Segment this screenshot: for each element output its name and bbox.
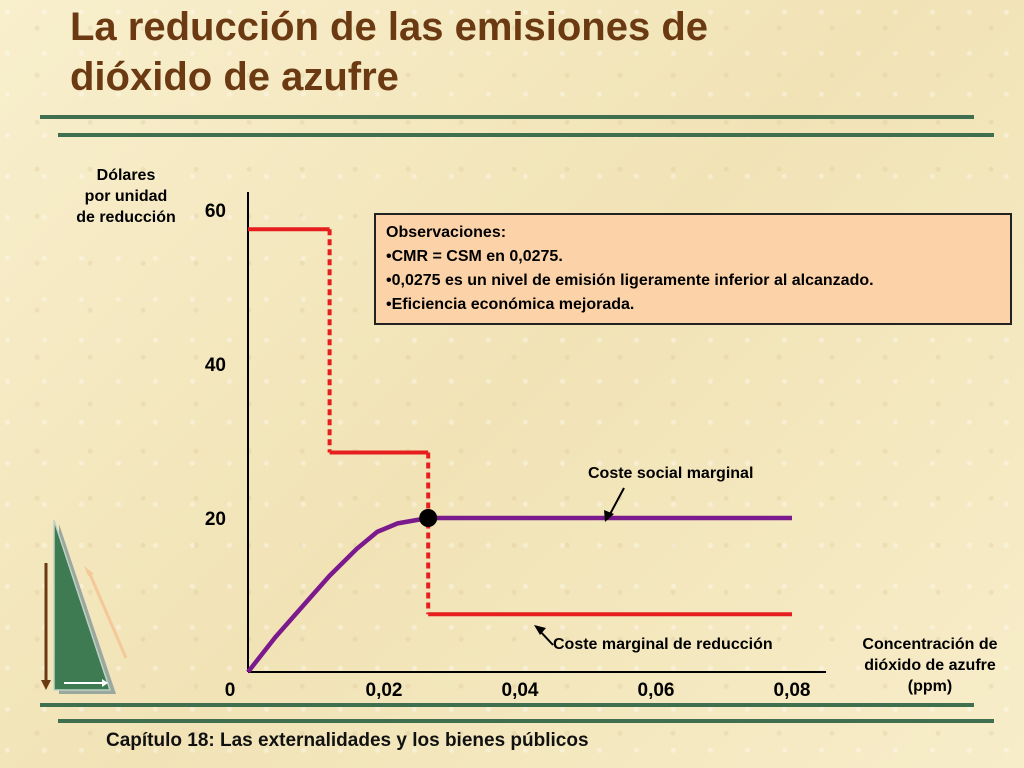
slide-title: La reducción de las emisiones de dióxido… <box>70 2 970 102</box>
y-tick-label: 20 <box>205 509 226 530</box>
y-tick-label: 40 <box>205 355 226 376</box>
observation-item: •0,0275 es un nivel de emisión ligeramen… <box>386 272 874 289</box>
x-tick-label: 0,04 <box>502 680 539 701</box>
x-label-line-2: dióxido de azufre <box>864 657 996 674</box>
x-label-line-1: Concentración de <box>862 636 998 653</box>
cmr-annotation-label: Coste marginal de reducción <box>553 636 773 653</box>
cmr-series <box>248 227 792 617</box>
csm-arrowhead <box>604 510 614 522</box>
y-label-line-1: Dólares <box>96 167 156 184</box>
y-axis-label: Dólares por unidad de reducción <box>56 165 196 228</box>
csm-series <box>246 515 792 674</box>
x-axis-label: Concentración de dióxido de azufre (ppm) <box>838 634 1022 697</box>
top-rule-upper <box>40 115 974 119</box>
series <box>246 227 792 674</box>
csm-annotation-label: Coste social marginal <box>588 465 754 482</box>
tick-labels: 0 0,02 0,04 0,06 0,08 20 40 60 <box>205 201 811 701</box>
title-line-2: dióxido de azufre <box>70 55 399 99</box>
y-tick-label: 60 <box>205 201 226 222</box>
observation-item: •Eficiencia económica mejorada. <box>386 296 635 313</box>
observations-box: Observaciones: •CMR = CSM en 0,0275. •0,… <box>374 213 1012 325</box>
bottom-rule-lower <box>58 719 994 723</box>
x-tick-label: 0 <box>225 680 236 701</box>
x-tick-label: 0,08 <box>774 680 811 701</box>
annotation-arrows <box>534 487 625 646</box>
csm-line <box>246 515 792 674</box>
y-label-line-3: de reducción <box>76 209 176 226</box>
equilibrium-point <box>419 509 438 527</box>
title-line-1: La reducción de las emisiones de <box>70 5 709 49</box>
top-rule-lower <box>58 133 994 137</box>
csm-arrow <box>608 487 625 517</box>
slide-footer: Capítulo 18: Las externalidades y los bi… <box>106 730 589 751</box>
observation-item: •CMR = CSM en 0,0275. <box>386 248 563 265</box>
x-label-line-3: (ppm) <box>907 678 953 695</box>
y-label-line-2: por unidad <box>84 188 168 205</box>
x-tick-label: 0,02 <box>366 680 403 701</box>
x-tick-label: 0,06 <box>638 680 675 701</box>
observations-heading: Observaciones: <box>386 224 507 241</box>
triangle-logo-icon <box>41 519 128 694</box>
cmr-arrowhead <box>534 625 546 635</box>
axes <box>247 192 826 673</box>
bottom-rule-upper <box>40 703 974 707</box>
